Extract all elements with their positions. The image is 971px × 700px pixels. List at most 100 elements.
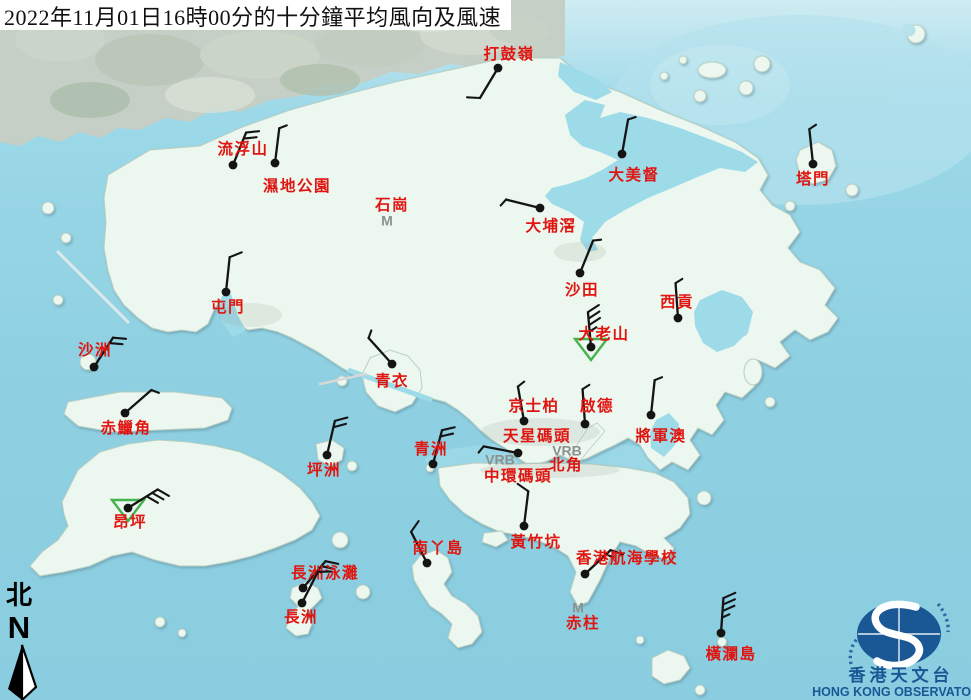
wind-barb-staff: [649, 379, 656, 417]
wind-barb-tick: [477, 445, 485, 454]
station-label: 青洲: [414, 439, 448, 458]
wind-barb-tick: [245, 130, 261, 134]
station-tuen-mun: 屯門: [211, 251, 244, 316]
station-dot: [716, 628, 726, 638]
tsing-yi-island: [361, 349, 423, 413]
station-label: 赤柱: [566, 613, 600, 632]
station-marker-text: VRB: [485, 452, 515, 468]
kai-tak-runway: [568, 422, 606, 464]
station-tap-mun: 塔門: [796, 123, 829, 188]
station-chek-lap-kok: 赤鱲角: [100, 388, 160, 437]
station-label: 南丫島: [412, 538, 463, 557]
wind-barb-tick: [499, 198, 508, 207]
station-dot: [387, 359, 397, 369]
station-sha-chau: 沙洲: [78, 336, 128, 372]
wind-barb-tick: [332, 422, 348, 429]
wind-barb-staff: [478, 66, 500, 100]
wind-barb-staff: [367, 336, 394, 366]
north-indicator: 北 N: [6, 580, 38, 700]
station-marker-text: VRB: [552, 443, 582, 459]
station-label: 西貢: [660, 293, 694, 311]
station-label: 打鼓嶺: [483, 44, 534, 63]
logo-name-en: HONG KONG OBSERVATORY: [812, 685, 971, 699]
station-tsing-yi: 青衣: [367, 329, 409, 390]
wind-barb-tick: [588, 326, 598, 333]
hong-kong-island: [437, 462, 691, 607]
station-wetland-park: 濕地公園: [263, 124, 330, 195]
station-label: 青衣: [375, 371, 409, 390]
station-dot: [493, 63, 503, 73]
station-label: 長洲: [284, 608, 318, 626]
station-dot: [513, 448, 523, 458]
station-sha-tin: 沙田: [565, 238, 603, 299]
wind-barb-staff: [620, 118, 630, 156]
station-dot: [575, 268, 585, 278]
station-dot: [228, 160, 238, 170]
station-label: 中環碼頭: [484, 466, 552, 485]
lantau-island: [29, 439, 321, 577]
station-marker-text: M: [381, 213, 393, 229]
station-label: 北角: [549, 455, 583, 474]
station-label: 橫瀾島: [705, 644, 756, 663]
station-label: 沙洲: [78, 341, 112, 359]
wind-barb-tick: [808, 123, 818, 131]
station-dot: [535, 203, 545, 213]
station-dot: [221, 287, 231, 297]
airport-island: [63, 391, 233, 433]
station-kings-park: 京士柏: [508, 380, 558, 426]
station-dot: [580, 419, 590, 429]
wind-barb-tick: [586, 304, 600, 314]
wind-barb-tick: [145, 495, 159, 504]
wind-barb-tick: [367, 329, 373, 340]
station-label: 赤鱲角: [100, 418, 151, 437]
wind-barb-tick: [150, 388, 160, 394]
logo-name-zh: 香港天文台: [849, 665, 954, 685]
junk-bay: [650, 413, 679, 457]
wind-barb-tick: [228, 251, 243, 259]
north-hanzi: 北: [6, 580, 32, 610]
wind-barb-tick: [516, 380, 526, 388]
wind-barb-staff: [808, 128, 815, 166]
station-dot: [297, 598, 307, 608]
station-label: 大美督: [608, 165, 659, 184]
station-peng-chau: 坪洲: [307, 416, 349, 479]
station-ngong-ping: 昂坪: [109, 488, 170, 531]
wind-barb-tick: [721, 613, 731, 619]
station-cheung-chau: 長洲: [284, 570, 332, 626]
wind-barb-tick: [588, 316, 602, 327]
wind-barb-tick: [333, 416, 349, 422]
station-marker-text: M: [572, 600, 584, 616]
station-tates-cairn: 大老山: [572, 304, 628, 362]
wind-barb-staff: [504, 198, 542, 210]
wind-barb-tick: [324, 560, 340, 565]
wind-barb-staff: [482, 445, 520, 455]
station-ta-kwu-ling: 打鼓嶺: [465, 44, 534, 100]
station-shek-kong: M石崗: [374, 195, 409, 229]
hko-logo: 香港天文台 HONG KONG OBSERVATORY: [812, 600, 971, 699]
cheung-chau-island: [285, 581, 323, 637]
station-kai-tak: 啟德: [580, 383, 614, 429]
wind-barb-staff: [409, 530, 429, 565]
wind-barb-staff: [123, 388, 153, 415]
wind-barb-tick: [465, 96, 482, 100]
wind-barb-staff: [578, 239, 595, 275]
tolo-harbour: [545, 100, 758, 252]
logo-s-swirl: [871, 600, 924, 670]
station-label: 啟德: [580, 396, 614, 415]
station-dot: [580, 569, 590, 579]
gust-triangle: [109, 498, 147, 523]
station-hk-sea-school: 香港航海學校: [576, 548, 677, 579]
station-sai-kung: 西貢: [660, 277, 694, 323]
wind-barb-tick: [722, 591, 737, 600]
station-label: 大埔滘: [525, 216, 576, 235]
station-dot: [519, 416, 529, 426]
station-label: 黃竹坑: [509, 532, 561, 551]
wind-barb-tick: [592, 238, 603, 242]
station-stanley: M赤柱: [566, 600, 600, 632]
wind-barb-staff: [224, 256, 231, 294]
wind-barb-tick: [721, 604, 736, 613]
wind-barb-staff: [516, 385, 526, 423]
station-label: 石崗: [374, 195, 409, 214]
